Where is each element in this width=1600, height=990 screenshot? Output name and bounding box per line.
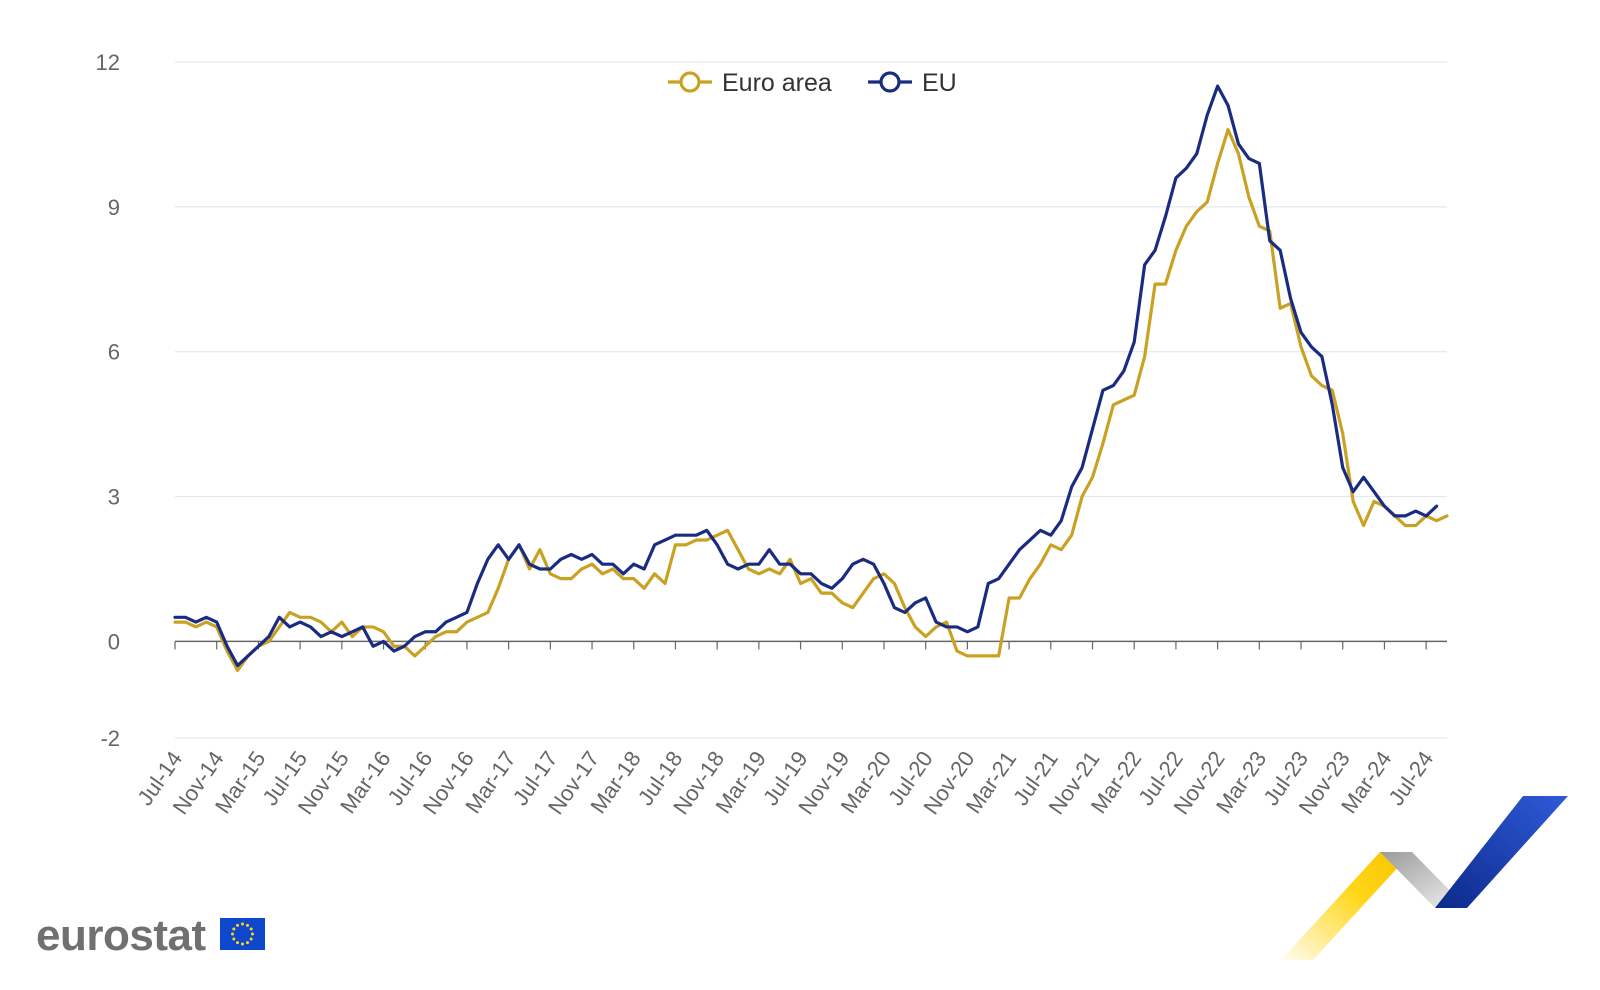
legend-marker-icon <box>879 71 901 93</box>
y-tick-label: -2 <box>100 726 120 751</box>
legend-label: EU <box>922 69 957 97</box>
flag-star <box>236 923 239 927</box>
legend[interactable]: Euro area EU <box>668 69 957 97</box>
flag-star <box>249 927 253 931</box>
y-tick-label: 6 <box>108 340 120 365</box>
y-tick-label: 0 <box>108 629 120 654</box>
y-tick-label: 12 <box>96 50 120 75</box>
flag-star <box>236 941 239 945</box>
eurostat-logo: eurostat <box>36 911 265 960</box>
x-tick-label: Jul-24 <box>1383 747 1438 810</box>
eurostat-wave-logo <box>1281 796 1568 960</box>
series-line-eu[interactable] <box>173 84 1439 668</box>
flag-star <box>232 927 236 931</box>
flag-star <box>246 923 249 927</box>
legend-marker-icon <box>679 71 701 93</box>
y-tick-label: 3 <box>108 485 120 510</box>
flag-star <box>231 932 234 936</box>
flag-star <box>241 922 244 926</box>
y-tick-label: 9 <box>108 195 120 220</box>
x-axis <box>174 641 1427 650</box>
series-line-euro-area[interactable] <box>173 128 1449 673</box>
flag-star <box>251 932 254 936</box>
eu-flag-stars <box>231 922 254 946</box>
flag-star <box>246 941 249 945</box>
grid-lines <box>175 61 1447 739</box>
legend-label: Euro area <box>722 69 832 97</box>
flag-star <box>249 937 253 941</box>
y-axis-tick-labels: -2 0 3 6 9 12 <box>96 50 120 751</box>
legend-item-euro-area[interactable]: Euro area <box>668 69 832 97</box>
series-lines <box>173 84 1449 673</box>
x-axis-tick-labels: Jul-14Nov-14Mar-15Jul-15Nov-15Mar-16Jul-… <box>132 747 1438 819</box>
flag-star <box>232 937 236 941</box>
legend-item-eu[interactable]: EU <box>868 69 957 97</box>
eurostat-logo-text: eurostat <box>36 911 206 960</box>
flag-star <box>241 942 244 946</box>
